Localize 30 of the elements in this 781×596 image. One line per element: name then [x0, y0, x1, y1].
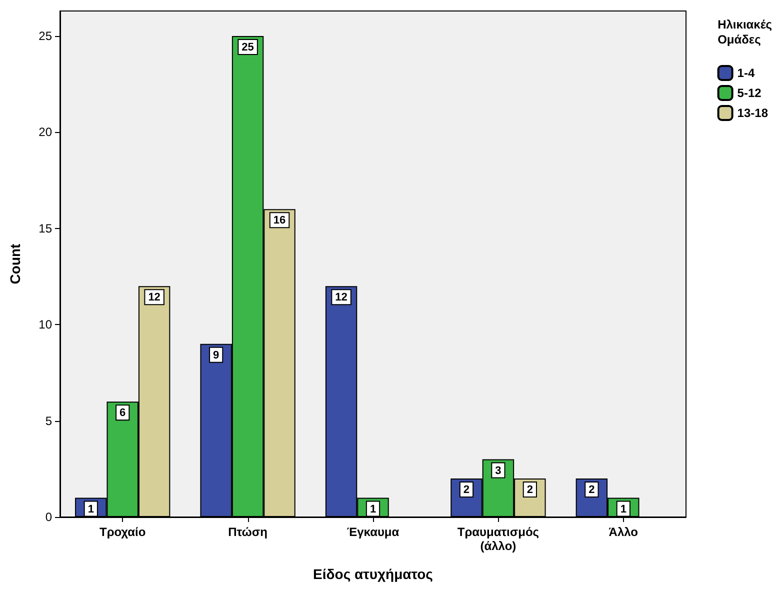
x-tick-label: Τροχαίο: [100, 525, 146, 539]
y-axis-title: Count: [7, 243, 23, 284]
data-label: 16: [273, 214, 286, 227]
y-tick-label: 10: [38, 318, 52, 332]
data-label: 1: [370, 503, 376, 516]
x-axis-title: Είδος ατυχήματος: [313, 566, 433, 582]
data-label: 12: [148, 292, 160, 304]
y-tick-label: 20: [38, 125, 52, 140]
data-label: 3: [495, 464, 502, 477]
data-label: 12: [335, 292, 348, 304]
data-label: 2: [463, 484, 470, 496]
data-label: 6: [120, 407, 126, 420]
data-label: 2: [588, 484, 595, 496]
data-label: 2: [526, 484, 533, 496]
y-tick-label: 25: [38, 29, 52, 44]
legend-title: Ηλικιακές Ομάδες: [718, 18, 772, 46]
legend-label: 13-18: [737, 106, 768, 120]
legend-label: 1-4: [737, 66, 755, 80]
y-tick-label: 15: [38, 221, 52, 236]
x-tick-label: Τραυματισμός (άλλο): [457, 525, 540, 553]
data-label: 1: [620, 503, 626, 516]
data-label: 9: [213, 349, 220, 362]
data-label: 25: [242, 42, 254, 54]
y-tick-label: 0: [45, 510, 52, 524]
x-tick-label: Πτώση: [228, 525, 268, 539]
legend-label: 5-12: [737, 86, 762, 100]
x-tick-label: Άλλο: [608, 525, 638, 539]
y-tick-label: 5: [45, 414, 52, 428]
data-label: 1: [88, 503, 94, 516]
x-tick-label: Έγκαυμα: [346, 525, 400, 539]
